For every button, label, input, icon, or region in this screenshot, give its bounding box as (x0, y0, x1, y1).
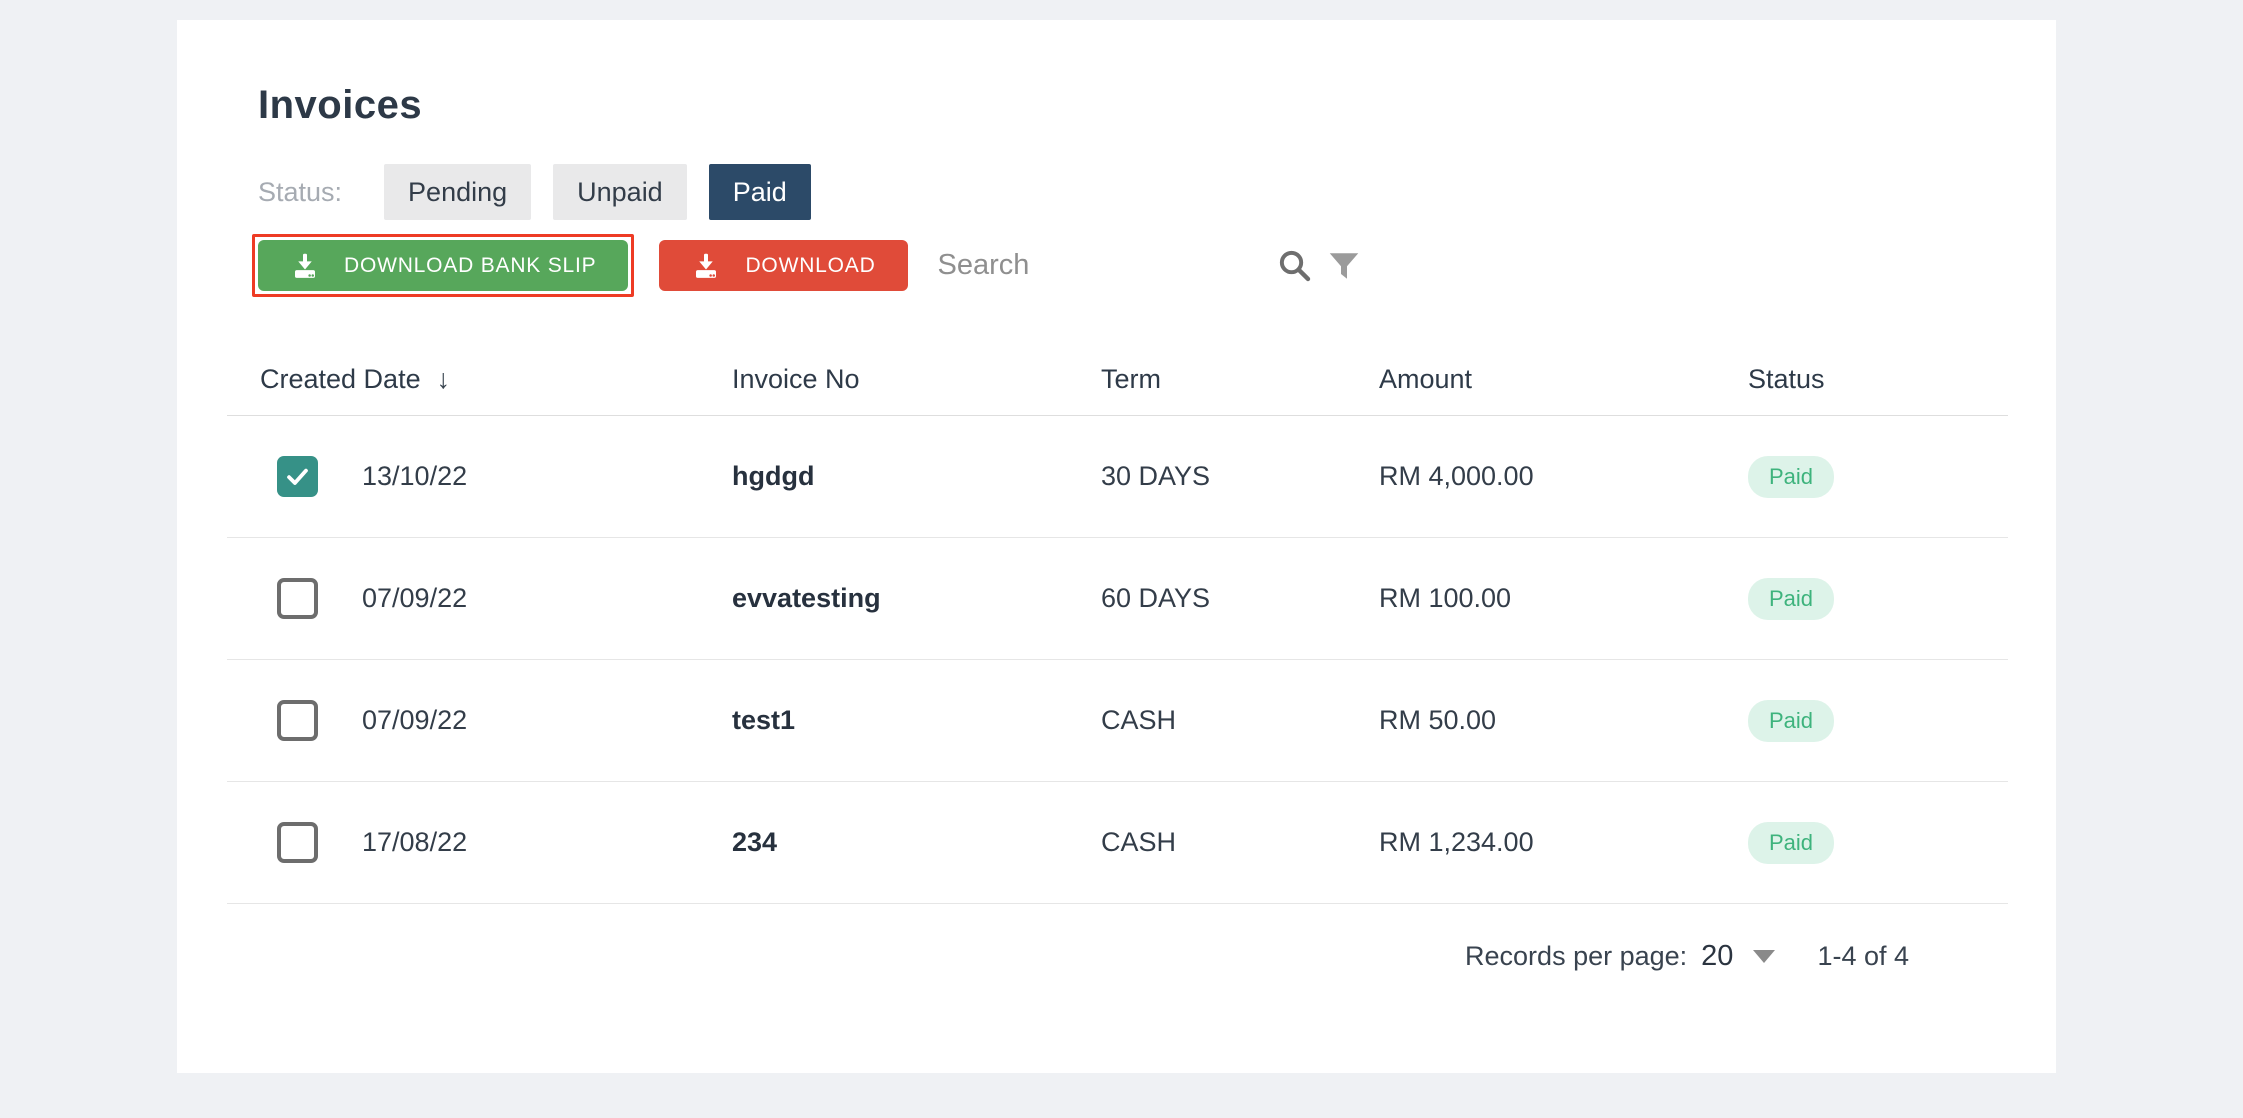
cell-amount: RM 100.00 (1379, 583, 1512, 613)
checkbox-cell (227, 700, 362, 741)
row-checkbox-checked[interactable] (277, 456, 318, 497)
checkbox-cell (227, 578, 362, 619)
filter-paid-button[interactable]: Paid (708, 164, 811, 220)
table-row: 07/09/22 evvatesting 60 DAYS RM 100.00 Paid (227, 538, 2008, 660)
download-bank-slip-button[interactable]: DOWNLOAD BANK SLIP (258, 240, 629, 291)
page-title: Invoices (258, 83, 423, 127)
table-row: 13/10/22 hgdgd 30 DAYS RM 4,000.00 Paid (227, 416, 2008, 538)
download-icon (696, 253, 717, 278)
download-button[interactable]: DOWNLOAD (659, 240, 908, 291)
column-header-invoice-no: Invoice No (732, 363, 860, 394)
records-per-page-dropdown-icon[interactable] (1753, 949, 1776, 963)
cell-term: CASH (1101, 705, 1177, 735)
row-checkbox-unchecked[interactable] (277, 822, 318, 863)
cell-invoice-no: hgdgd (732, 461, 815, 491)
highlight-annotation: DOWNLOAD BANK SLIP (252, 234, 635, 297)
row-checkbox-unchecked[interactable] (277, 700, 318, 741)
row-checkbox-unchecked[interactable] (277, 578, 318, 619)
cell-amount: RM 1,234.00 (1379, 827, 1534, 857)
status-badge: Paid (1748, 577, 1835, 620)
column-header-term: Term (1101, 363, 1161, 394)
sort-desc-icon[interactable]: ↓ (436, 363, 451, 394)
table-row: 17/08/22 234 CASH RM 1,234.00 Paid (227, 782, 2008, 904)
checkbox-cell (227, 456, 362, 497)
column-header-status: Status (1748, 363, 1825, 394)
search-input[interactable] (937, 249, 1268, 282)
column-header-created-date[interactable]: Created Date ↓ (260, 363, 451, 394)
status-filter-bar: Status: Pending Unpaid Paid (258, 164, 2056, 220)
cell-created-date: 07/09/22 (362, 583, 468, 613)
cell-status: Paid (1748, 577, 2008, 620)
filter-unpaid-button[interactable]: Unpaid (553, 164, 687, 220)
cell-created-date: 07/09/22 (362, 705, 468, 735)
cell-amount: RM 50.00 (1379, 705, 1497, 735)
cell-invoice-no: evvatesting (732, 583, 881, 613)
cell-term: CASH (1101, 827, 1177, 857)
checkbox-cell (227, 822, 362, 863)
table-body: 13/10/22 hgdgd 30 DAYS RM 4,000.00 Paid 07/09… (227, 416, 2008, 904)
cell-status: Paid (1748, 821, 2008, 864)
status-filter-label: Status: (258, 176, 343, 207)
cell-amount: RM 4,000.00 (1379, 461, 1534, 491)
table-header-row: Created Date ↓ Invoice No Term Amount St… (227, 343, 2008, 416)
records-per-page-value[interactable]: 20 (1701, 939, 1734, 972)
actions-bar: DOWNLOAD BANK SLIP DOWNLOAD (252, 234, 2056, 297)
invoices-table: Created Date ↓ Invoice No Term Amount St… (227, 343, 2008, 996)
pagination-range: 1-4 of 4 (1817, 940, 1909, 971)
cell-created-date: 13/10/22 (362, 461, 468, 491)
status-badge: Paid (1748, 821, 1835, 864)
status-badge: Paid (1748, 699, 1835, 742)
search-tools (1276, 247, 1362, 285)
invoices-card: Invoices Status: Pending Unpaid Paid DOW… (177, 20, 2056, 1073)
search-icon[interactable] (1276, 247, 1314, 285)
column-header-amount: Amount (1379, 363, 1473, 394)
download-bank-slip-label: DOWNLOAD BANK SLIP (344, 253, 597, 277)
cell-created-date: 17/08/22 (362, 827, 468, 857)
cell-invoice-no: test1 (732, 705, 796, 735)
filter-pending-button[interactable]: Pending (384, 164, 532, 220)
table-row: 07/09/22 test1 CASH RM 50.00 Paid (227, 660, 2008, 782)
filter-icon[interactable] (1326, 248, 1362, 284)
download-label: DOWNLOAD (745, 253, 876, 277)
cell-term: 30 DAYS (1101, 461, 1211, 491)
cell-term: 60 DAYS (1101, 583, 1211, 613)
download-icon (295, 253, 315, 278)
pagination-bar: Records per page: 20 1-4 of 4 (277, 916, 1909, 996)
status-badge: Paid (1748, 455, 1835, 498)
records-per-page-label: Records per page: (1465, 940, 1688, 971)
cell-invoice-no: 234 (732, 827, 778, 857)
cell-status: Paid (1748, 455, 2008, 498)
cell-status: Paid (1748, 699, 2008, 742)
